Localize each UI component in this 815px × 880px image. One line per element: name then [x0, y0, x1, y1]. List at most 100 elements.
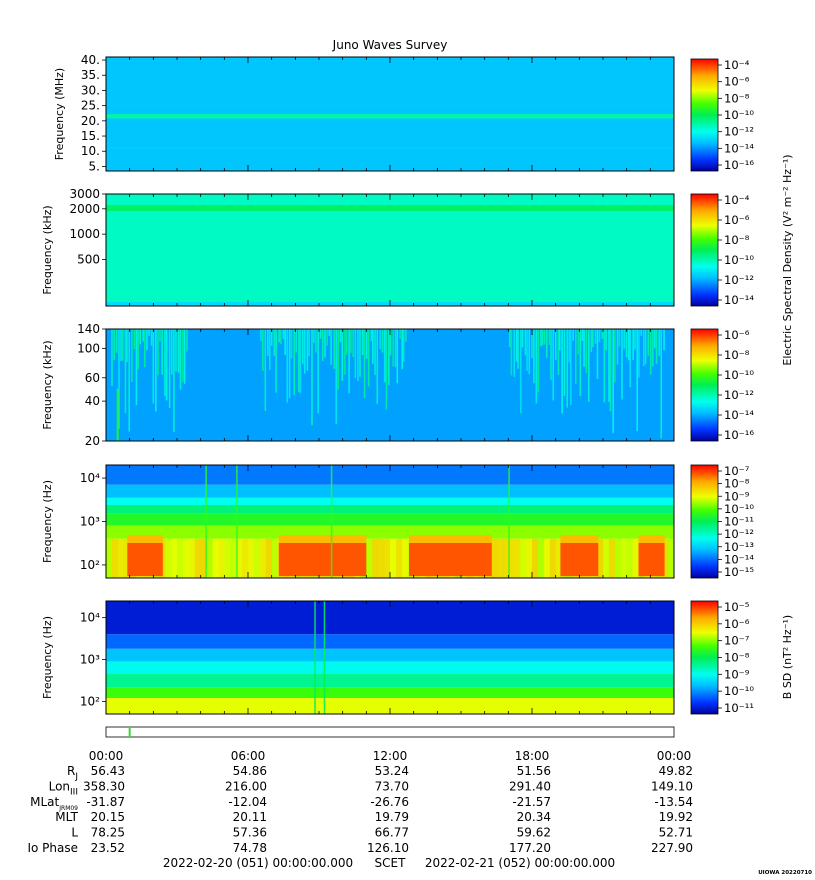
spectrogram-cell [514, 538, 521, 578]
colorbar-tick-label: 10⁻⁹ [724, 667, 750, 681]
spectrogram-band [106, 497, 674, 505]
time-tick-label: 18:00 [515, 749, 550, 763]
emission-streak [164, 329, 166, 397]
emission-streak [286, 329, 289, 403]
timeline-bar [105, 726, 675, 738]
time-axis-ticks [105, 465, 675, 578]
emission-streak [517, 329, 519, 369]
y-tick-label: 10. [81, 144, 100, 158]
emission-streak [301, 329, 304, 365]
spectrogram-cell [111, 538, 119, 578]
emission-streak [379, 329, 381, 350]
emission-streak [262, 329, 264, 371]
spectrogram-cell [520, 538, 527, 578]
spectrogram-cell [632, 538, 639, 578]
y-axis-label: Frequency (Hz) [41, 480, 54, 563]
emission-streak [612, 329, 614, 434]
spectrogram-cell [123, 538, 131, 578]
emission-streak [116, 389, 119, 441]
spectrogram-cell [662, 538, 669, 578]
ephemeris-label: Io Phase [27, 841, 78, 855]
emission-streak [128, 329, 131, 432]
y-tick-label: 30. [81, 83, 100, 97]
emission-streak [345, 329, 348, 355]
time-axis-ticks [105, 601, 675, 714]
emission-streak [150, 329, 153, 346]
ephemeris-value: 358.30 [83, 779, 125, 793]
spectrogram-cell [171, 538, 178, 578]
emission-streak [298, 329, 300, 392]
emission-hot [560, 542, 599, 577]
emission-streak [510, 329, 513, 376]
emission-streak [335, 329, 338, 424]
emission-streak [270, 329, 273, 346]
spectrogram-band [106, 674, 674, 688]
emission-hot-edge [127, 534, 163, 543]
emission-streak [577, 329, 579, 355]
emission-streak [401, 329, 403, 370]
emission-streak [663, 329, 665, 351]
emission-streak [363, 329, 366, 399]
y-tick-label: 10⁴ [80, 611, 100, 625]
colorbar-tick-label: 10⁻⁸ [724, 348, 750, 362]
spectrogram-cell [117, 538, 125, 578]
y-tick-label: 10² [80, 558, 100, 572]
colorbar-scale [690, 328, 719, 442]
spectrogram-2 [106, 194, 674, 306]
ephemeris-value: 66.77 [375, 826, 409, 840]
time-axis-ticks [105, 329, 675, 441]
emission-streak [535, 329, 538, 404]
emission-streak [608, 329, 610, 402]
emission-streak [359, 329, 361, 377]
emission-hot [278, 542, 367, 577]
emission-streak [634, 329, 636, 350]
emission-streak [361, 329, 364, 356]
time-tick-label: 00:00 [89, 749, 124, 763]
emission-streak [548, 329, 551, 345]
emission-streak [165, 329, 168, 401]
spectrogram-cell [165, 538, 172, 578]
emission-streak [372, 329, 374, 364]
ephemeris-value: 49.82 [659, 764, 693, 778]
footer-end: 2022-02-21 (052) 00:00:00.000 [425, 856, 615, 870]
emission-streak [299, 329, 302, 394]
colorbar-tick-label: 10⁻⁹ [724, 489, 750, 503]
emission-streak [614, 329, 616, 383]
colorbar-tick-label: 10⁻¹⁰ [724, 253, 754, 267]
emission-streak [629, 329, 632, 388]
emission-streak [636, 329, 639, 432]
spectrogram-cell [188, 538, 196, 578]
emission-streak [552, 329, 555, 401]
spectrogram-band [106, 634, 674, 649]
y-tick-label: 10³ [80, 653, 100, 667]
spectrogram-band [106, 687, 674, 699]
emission-streak [647, 329, 650, 356]
emission-streak [572, 329, 574, 341]
ephemeris-value: 177.20 [509, 841, 551, 855]
emission-streak [288, 329, 291, 399]
y-tick-label: 40. [81, 53, 100, 67]
emission-hot-edge [638, 534, 665, 543]
spectrogram-background [106, 57, 674, 171]
spectrogram-cell [265, 538, 273, 578]
emission-streak [313, 329, 315, 344]
y-axis-label: Frequency (kHz) [41, 205, 54, 294]
colorbar-tick-label: 10⁻⁸ [724, 233, 750, 247]
spectrogram-4 [106, 465, 675, 578]
time-axis-ticks [105, 194, 675, 306]
ephemeris-value: 53.24 [375, 764, 409, 778]
emission-streak [268, 329, 271, 371]
colorbar-tick-label: 10⁻¹¹ [724, 515, 754, 529]
emission-streak [293, 329, 296, 396]
emission-streak [319, 329, 322, 339]
emission-streak [587, 329, 590, 402]
emission-hot [408, 542, 492, 577]
time-tick-label: 06:00 [231, 749, 266, 763]
colorbar-tick-label: 10⁻¹² [724, 273, 754, 287]
emission-streak [126, 329, 128, 363]
colorbar-tick-label: 10⁻⁸ [724, 477, 750, 491]
emission-streak [603, 329, 606, 403]
spectrogram-band [106, 484, 674, 498]
y-axis: 5.10.15.20.25. 30.35.40. Frequency (MHz) [53, 53, 106, 173]
